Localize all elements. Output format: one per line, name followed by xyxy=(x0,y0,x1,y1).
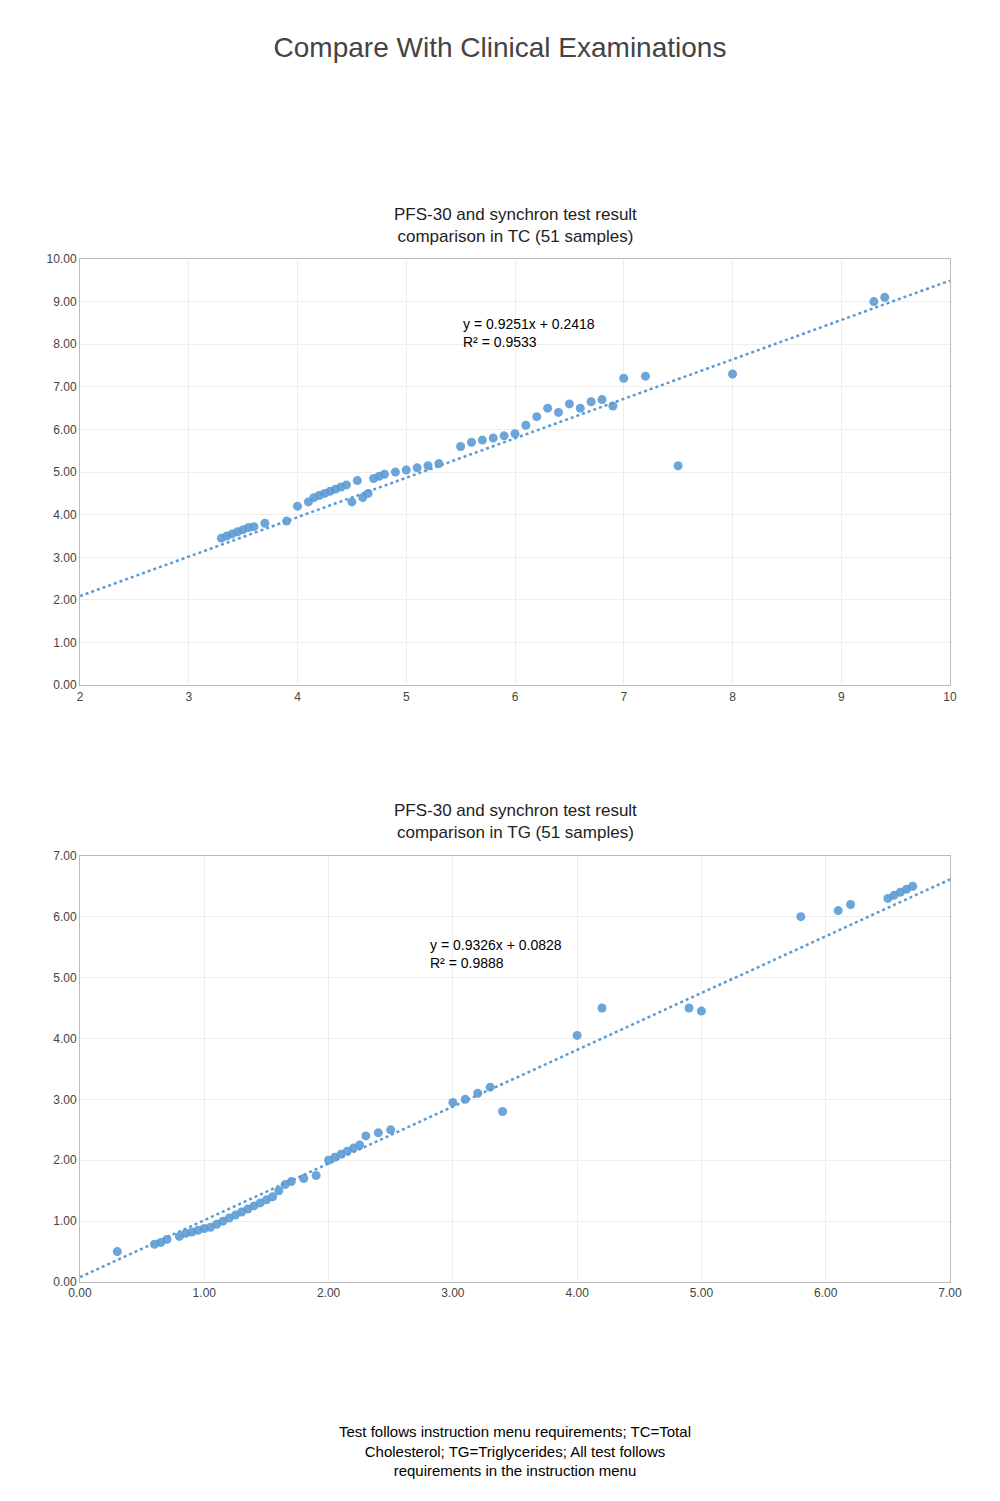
svg-text:y = 0.9251x + 0.2418R² = 0.953: y = 0.9251x + 0.2418R² = 0.9533 xyxy=(463,316,595,350)
svg-text:6.00: 6.00 xyxy=(814,1286,838,1300)
svg-text:5.00: 5.00 xyxy=(690,1286,714,1300)
svg-text:6: 6 xyxy=(512,690,519,704)
svg-text:9.00: 9.00 xyxy=(53,295,77,309)
svg-text:7.00: 7.00 xyxy=(938,1286,962,1300)
svg-text:7.00: 7.00 xyxy=(53,380,77,394)
svg-text:3.00: 3.00 xyxy=(53,1093,77,1107)
svg-text:PFS-30 and synchron test resul: PFS-30 and synchron test resultcompariso… xyxy=(394,205,637,246)
svg-text:3: 3 xyxy=(185,690,192,704)
svg-text:0.00: 0.00 xyxy=(53,678,77,692)
svg-text:6.00: 6.00 xyxy=(53,423,77,437)
svg-text:0.00: 0.00 xyxy=(68,1286,92,1300)
svg-text:1.00: 1.00 xyxy=(193,1286,217,1300)
svg-text:5.00: 5.00 xyxy=(53,971,77,985)
svg-text:9: 9 xyxy=(838,690,845,704)
svg-text:8.00: 8.00 xyxy=(53,337,77,351)
svg-text:1.00: 1.00 xyxy=(53,1214,77,1228)
svg-text:5.00: 5.00 xyxy=(53,465,77,479)
svg-text:7.00: 7.00 xyxy=(53,849,77,863)
svg-text:4.00: 4.00 xyxy=(565,1286,589,1300)
svg-text:2.00: 2.00 xyxy=(53,593,77,607)
svg-text:6.00: 6.00 xyxy=(53,910,77,924)
svg-text:3.00: 3.00 xyxy=(53,551,77,565)
svg-text:4.00: 4.00 xyxy=(53,508,77,522)
svg-text:0.00: 0.00 xyxy=(53,1275,77,1289)
svg-text:2.00: 2.00 xyxy=(317,1286,341,1300)
svg-text:7: 7 xyxy=(620,690,627,704)
svg-text:y = 0.9326x + 0.0828R² = 0.988: y = 0.9326x + 0.0828R² = 0.9888 xyxy=(430,937,562,971)
svg-text:3.00: 3.00 xyxy=(441,1286,465,1300)
svg-text:1.00: 1.00 xyxy=(53,636,77,650)
svg-text:2: 2 xyxy=(77,690,84,704)
svg-text:Compare With Clinical Examinat: Compare With Clinical Examinations xyxy=(274,32,727,63)
svg-text:PFS-30 and synchron test resul: PFS-30 and synchron test resultcompariso… xyxy=(394,801,637,842)
svg-text:5: 5 xyxy=(403,690,410,704)
svg-text:2.00: 2.00 xyxy=(53,1153,77,1167)
svg-text:10.00: 10.00 xyxy=(47,252,77,266)
svg-text:4.00: 4.00 xyxy=(53,1032,77,1046)
svg-text:10: 10 xyxy=(943,690,957,704)
svg-text:4: 4 xyxy=(294,690,301,704)
svg-text:8: 8 xyxy=(729,690,736,704)
svg-text:Test follows instruction menu: Test follows instruction menu requiremen… xyxy=(339,1423,691,1479)
